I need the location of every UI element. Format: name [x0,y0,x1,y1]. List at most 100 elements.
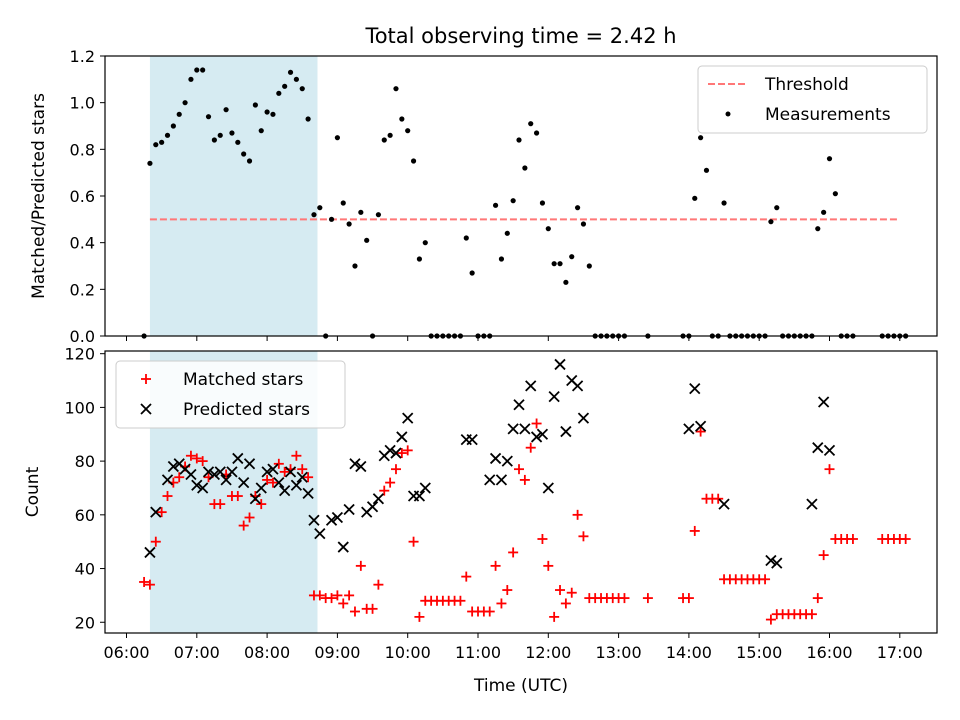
x-marker-b [296,471,308,483]
matched-star-point [215,499,226,510]
predicted-star-point [331,511,344,524]
x-marker-b [355,460,367,473]
measurement-point [282,83,288,89]
x-marker-b [232,452,244,465]
x-marker-b [255,482,267,494]
predicted-star-point [683,423,695,435]
predicted-star-point [560,425,572,438]
x-marker-b [179,463,191,475]
measurement-point [586,263,592,269]
matched-star-point [273,458,284,469]
x-marker-b [249,493,262,505]
x-marker-b [261,466,273,478]
x-marker-b [689,382,701,395]
measurement-point [498,256,505,262]
matched-star-point [326,593,337,604]
predicted-star-point [771,557,783,569]
measurement-point [569,254,575,260]
predicted-star-point [249,493,262,505]
x-marker-b [208,468,221,481]
matched-star-point [344,590,355,601]
measurement-point [200,67,206,73]
x-marker-b [495,474,508,486]
x-marker-b [308,514,320,526]
top-legend: Threshold Measurements [697,65,928,134]
predicted-star-point [484,474,496,486]
x-marker-b [343,503,355,516]
matched-star-point [484,606,495,617]
x-marker-b [144,546,156,559]
x-marker-b [238,476,250,489]
x-marker-b [823,444,836,457]
measurement-point [545,226,551,232]
predicted-star-point [197,482,209,494]
predicted-star-point [390,447,402,459]
measurement-point [217,132,223,138]
matched-star-point [291,450,302,461]
measurement-point [235,139,241,145]
measurement-point [399,116,405,122]
predicted-star-point [325,514,338,526]
x-marker-b [413,490,426,502]
measurement-point [463,235,469,241]
predicted-star-point [548,391,560,403]
measurement-point [768,219,774,225]
matched-star-point [514,464,525,475]
predicted-star-point [718,498,730,510]
measurement-point [352,263,358,269]
measurement-point [229,130,235,136]
y-tick-label: 20 [75,613,95,632]
x-tick-label: 07:00 [174,643,220,662]
x-marker-b [191,479,203,491]
top-shaded-span [149,56,318,336]
x-marker-b [484,474,496,486]
matched-star-point [572,509,583,520]
x-marker-b [489,452,502,465]
predicted-star-point [150,506,162,518]
top-y-ticks: 0.0 0.2 0.4 0.6 0.8 1.0 1.2 [70,47,105,346]
bottom-y-axis-label: Count [23,466,43,517]
matched-star-point [232,491,243,502]
bottom-legend-box [115,360,346,429]
x-marker-b [396,431,408,443]
predicted-star-point [232,452,244,465]
measurement-point [721,200,727,206]
matched-star-point [144,579,155,590]
predicted-star-point [689,382,701,395]
matched-star-point [619,593,630,604]
x-marker-b [765,554,777,567]
predicted-star-point [261,466,273,478]
x-marker-b [325,514,338,526]
matched-star-point [824,464,835,475]
measurement-point [539,200,546,206]
matched-star-point [543,560,554,571]
measurement-point [364,237,370,243]
x-marker-b [566,374,578,387]
top-x-ticks [126,336,901,341]
x-marker-b [694,420,707,432]
predicted-stars-points [144,358,836,569]
matched-star-point [338,598,349,609]
measurement-point [774,205,780,211]
predicted-star-point [355,460,367,473]
matched-star-point [560,598,571,609]
measurement-point [563,279,569,285]
matched-star-point [303,472,314,483]
x-marker-b [577,412,590,424]
measurement-point [405,128,411,134]
bottom-legend: Matched stars Predicted stars [115,360,346,429]
measurement-point [164,132,171,138]
top-y-axis-label: Matched/Predicted stars [29,93,49,299]
measurement-point [703,167,710,173]
matched-star-point [396,448,407,459]
measurement-point [305,116,311,122]
x-tick-label: 17:00 [877,643,923,662]
measurement-point [340,200,346,206]
measurement-point [299,86,305,92]
measurement-point [533,130,540,136]
matched-star-point [806,609,817,620]
x-marker-b [140,403,152,415]
bottom-x-ticks: 06:00 07:00 08:00 09:00 10:00 11:00 12:00 13:00… [103,633,923,662]
y-tick-label: 1.0 [70,94,95,113]
